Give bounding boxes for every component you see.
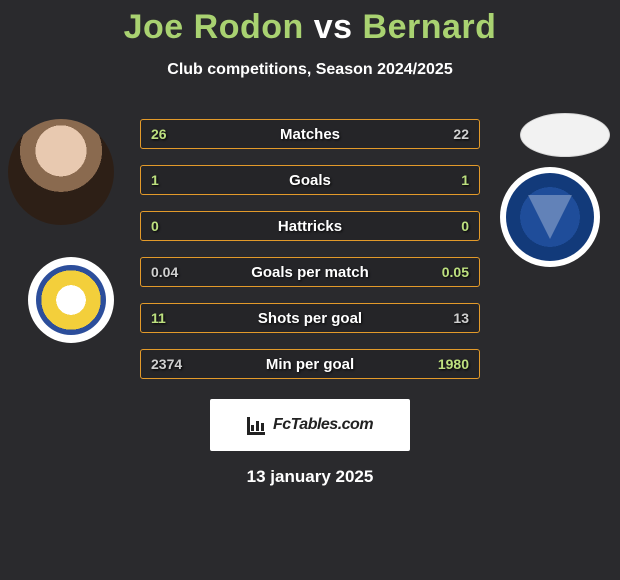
sheffield-wednesday-crest-icon — [506, 173, 594, 261]
stat-value-left: 26 — [151, 126, 167, 142]
stat-label: Goals — [289, 172, 331, 189]
stat-value-left: 1 — [151, 172, 159, 188]
stat-label: Goals per match — [251, 264, 369, 281]
stat-value-right: 0.05 — [442, 264, 469, 280]
player1-club-crest — [28, 257, 114, 343]
stat-value-right: 0 — [461, 218, 469, 234]
stat-label: Matches — [280, 126, 340, 143]
stat-row: 2374 Min per goal 1980 — [140, 349, 480, 379]
stat-value-left: 11 — [151, 310, 166, 326]
stat-value-right: 1 — [461, 172, 469, 188]
player2-name: Bernard — [363, 8, 497, 46]
vs-separator: vs — [314, 8, 353, 46]
player2-club-crest — [500, 167, 600, 267]
stat-label: Min per goal — [266, 356, 354, 373]
player2-avatar — [520, 113, 610, 157]
stat-value-left: 2374 — [151, 356, 182, 372]
stat-value-left: 0.04 — [151, 264, 178, 280]
player1-name: Joe Rodon — [124, 8, 304, 46]
stat-row: 0 Hattricks 0 — [140, 211, 480, 241]
player1-avatar — [8, 119, 114, 225]
subtitle: Club competitions, Season 2024/2025 — [0, 61, 620, 79]
page-title: Joe Rodon vs Bernard — [0, 8, 620, 47]
stat-row: 26 Matches 22 — [140, 119, 480, 149]
stat-row: 0.04 Goals per match 0.05 — [140, 257, 480, 287]
stat-value-right: 1980 — [438, 356, 469, 372]
stat-row: 11 Shots per goal 13 — [140, 303, 480, 333]
stat-label: Hattricks — [278, 218, 342, 235]
stat-value-right: 13 — [453, 310, 469, 326]
leeds-crest-icon — [36, 265, 106, 335]
comparison-card: Joe Rodon vs Bernard Club competitions, … — [0, 0, 620, 487]
stat-value-right: 22 — [453, 126, 469, 142]
bar-chart-icon — [247, 415, 267, 435]
snapshot-date: 13 january 2025 — [0, 467, 620, 487]
stat-row: 1 Goals 1 — [140, 165, 480, 195]
brand-badge[interactable]: FcTables.com — [210, 399, 410, 451]
stat-value-left: 0 — [151, 218, 159, 234]
stat-label: Shots per goal — [258, 310, 362, 327]
content-area: 26 Matches 22 1 Goals 1 0 Hattricks 0 0.04 Goals p… — [0, 119, 620, 487]
stats-table: 26 Matches 22 1 Goals 1 0 Hattricks 0 0.04 Goals p… — [140, 119, 480, 379]
brand-text: FcTables.com — [273, 416, 373, 434]
